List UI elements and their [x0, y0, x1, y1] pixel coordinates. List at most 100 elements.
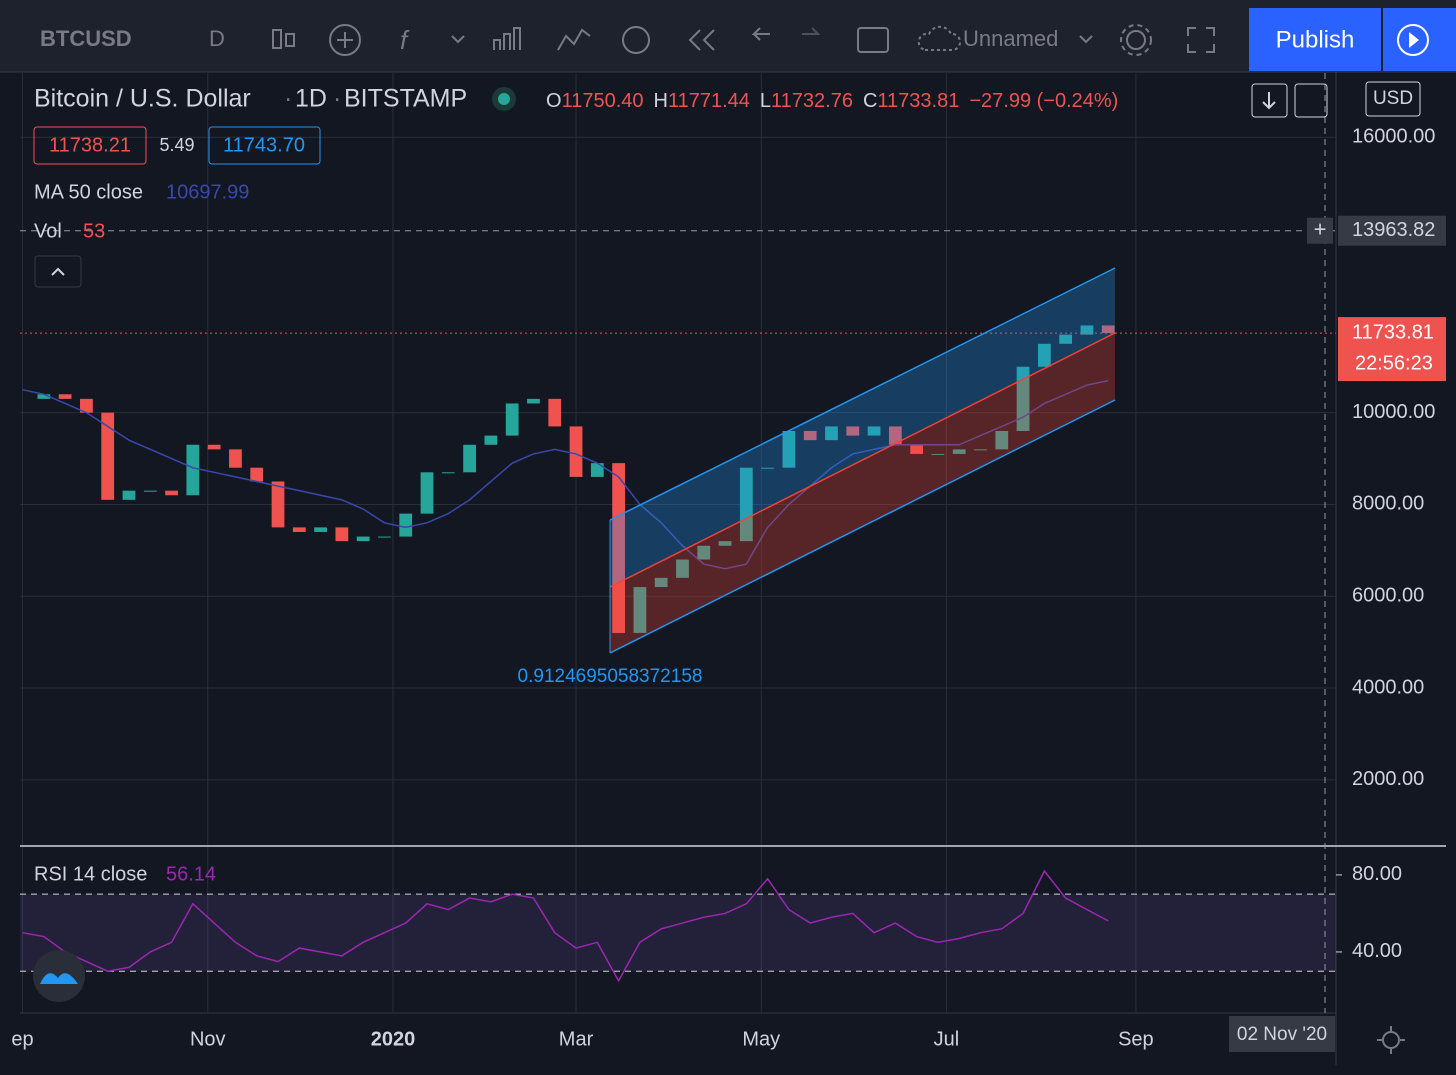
- candle: [165, 490, 178, 496]
- redo-icon[interactable]: [802, 27, 821, 35]
- last-price-bg: [1338, 317, 1446, 382]
- candle-icon-b: [285, 33, 295, 47]
- candle: [995, 431, 1009, 450]
- candle: [335, 527, 349, 542]
- alert-icon[interactable]: [622, 26, 650, 54]
- collapse-legend[interactable]: [34, 255, 82, 288]
- candle: [761, 467, 775, 469]
- settings-gear[interactable]: [1382, 1031, 1400, 1049]
- candle: [250, 467, 264, 482]
- rsi-tick-label: 80.00: [1352, 863, 1402, 885]
- ask[interactable]: 11743.70: [223, 134, 305, 156]
- x-tick-label: Mar: [559, 1028, 594, 1050]
- rsi-value: 56.14: [166, 863, 216, 885]
- layout-dropdown[interactable]: [1079, 35, 1093, 44]
- play-button[interactable]: [1383, 8, 1456, 71]
- channel-label: 0.9124695058372158: [518, 666, 703, 687]
- spread: 5.49: [159, 135, 194, 155]
- time-crosshair: 02 Nov '20: [1237, 1024, 1327, 1045]
- close-label: C: [863, 90, 877, 112]
- fullscreen-layout-icon[interactable]: [857, 27, 889, 53]
- play-triangle: [1409, 32, 1419, 48]
- candle: [888, 426, 902, 445]
- candle: [420, 472, 434, 514]
- crosshair-label-bg: [1338, 215, 1446, 246]
- maximize-button[interactable]: [1294, 83, 1328, 118]
- compare-icon[interactable]: [493, 27, 521, 50]
- plot: ep Nov 2020 Mar May Jul Sep 2000.00 4000.00 6000.…: [11, 73, 1446, 1052]
- x-tick-label: Sep: [1118, 1028, 1154, 1050]
- undo-icon[interactable]: [751, 27, 770, 41]
- scroll-icon: [1262, 92, 1276, 110]
- y-tick-label: 4000.00: [1352, 676, 1424, 698]
- ma-label: MA 50 close: [34, 181, 143, 203]
- candle: [207, 444, 221, 450]
- currency[interactable]: USD: [1373, 88, 1413, 109]
- interval[interactable]: D: [209, 26, 225, 51]
- candle: [548, 398, 562, 427]
- exchange: BITSTAMP: [344, 85, 467, 113]
- publish-button[interactable]: [1249, 8, 1381, 71]
- candle: [739, 467, 753, 542]
- channel-lower: [609, 399, 1116, 654]
- candle: [846, 426, 860, 436]
- candle: [1080, 325, 1094, 335]
- fullscreen-icon[interactable]: [1187, 27, 1215, 53]
- candle: [569, 426, 583, 477]
- collapse-icon: [51, 267, 65, 276]
- x-tick-label: Jul: [934, 1028, 960, 1050]
- bid[interactable]: 11738.21: [49, 134, 131, 156]
- candle: [101, 412, 115, 500]
- open-label: O: [546, 90, 562, 112]
- regression-channel: [609, 267, 1116, 654]
- dot-sep: ·: [284, 85, 292, 113]
- fx-icon[interactable]: f: [400, 25, 410, 55]
- candle: [186, 444, 200, 496]
- tv-logo[interactable]: [33, 950, 85, 1002]
- crosshair-price: 13963.82: [1352, 219, 1435, 241]
- templates-icon[interactable]: [557, 28, 591, 51]
- add-indicator-icon[interactable]: [329, 24, 361, 56]
- buy-button[interactable]: [208, 126, 321, 165]
- tv-logo-mark: [40, 973, 78, 984]
- cloud-icon[interactable]: [917, 25, 962, 51]
- rsi-band: [20, 894, 1336, 972]
- low-label: L: [760, 90, 771, 112]
- x-tick-label: Nov: [190, 1028, 226, 1050]
- low: 11732.76: [771, 90, 853, 112]
- candle: [718, 541, 732, 546]
- scroll-button[interactable]: [1251, 83, 1288, 118]
- candle: [612, 463, 625, 633]
- candle: [505, 403, 519, 436]
- candle: [910, 444, 924, 454]
- time-crosshair-bg: [1229, 1016, 1335, 1052]
- countdown: 22:56:23: [1355, 352, 1433, 374]
- layout-name[interactable]: Unnamed: [963, 26, 1058, 51]
- ma-value: 10697.99: [166, 181, 249, 203]
- settings-icon[interactable]: [1126, 30, 1146, 50]
- candle: [441, 472, 455, 474]
- high: 11771.44: [668, 90, 750, 112]
- symbol[interactable]: BTCUSD: [40, 26, 132, 51]
- change: −27.99 (−0.24%): [969, 90, 1118, 112]
- candle: [484, 435, 498, 445]
- candle-icon[interactable]: [272, 29, 282, 49]
- candle: [803, 431, 817, 441]
- market-status: [498, 93, 510, 105]
- candle: [143, 490, 157, 492]
- resolution: 1D: [295, 85, 327, 113]
- candle: [633, 587, 647, 633]
- dropdown-icon[interactable]: [451, 35, 465, 44]
- last-price: 11733.81: [1352, 321, 1434, 343]
- x-tick-label: 2020: [371, 1028, 416, 1050]
- candle: [697, 545, 711, 560]
- replay-icon[interactable]: [688, 29, 715, 51]
- candle: [271, 481, 285, 528]
- candle: [782, 431, 796, 468]
- y-tick-label: 16000.00: [1352, 126, 1435, 148]
- sell-button[interactable]: [33, 126, 147, 165]
- publish-label[interactable]: Publish: [1276, 26, 1355, 53]
- currency-box[interactable]: [1365, 81, 1421, 117]
